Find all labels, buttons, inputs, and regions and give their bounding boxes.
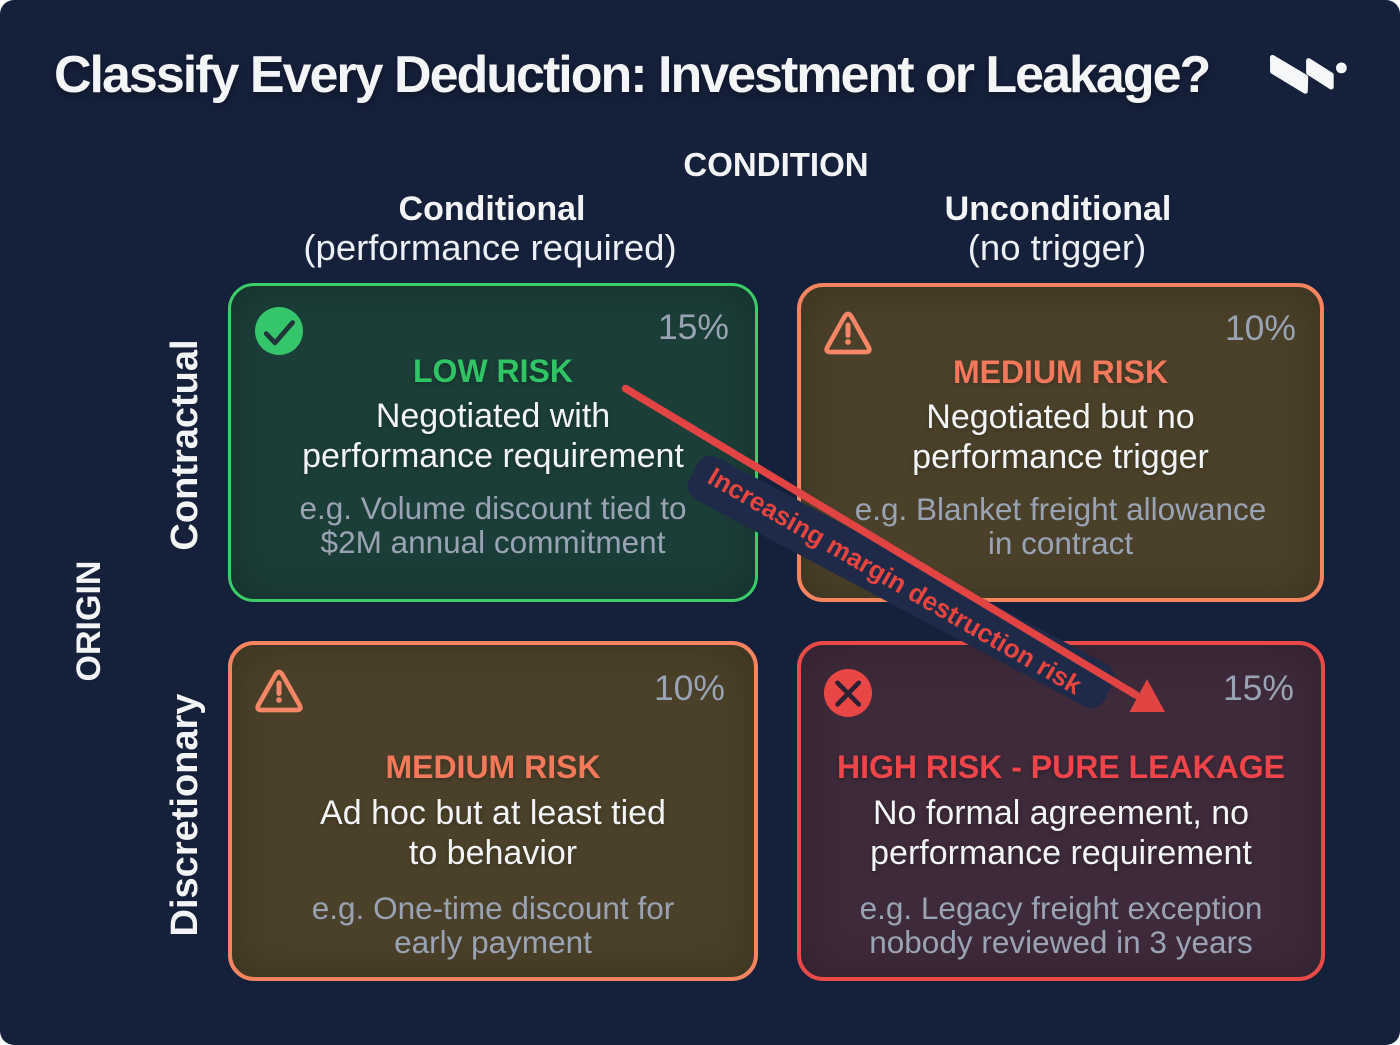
svg-text:Increasing margin destruction: Increasing margin destruction risk	[703, 461, 1088, 700]
